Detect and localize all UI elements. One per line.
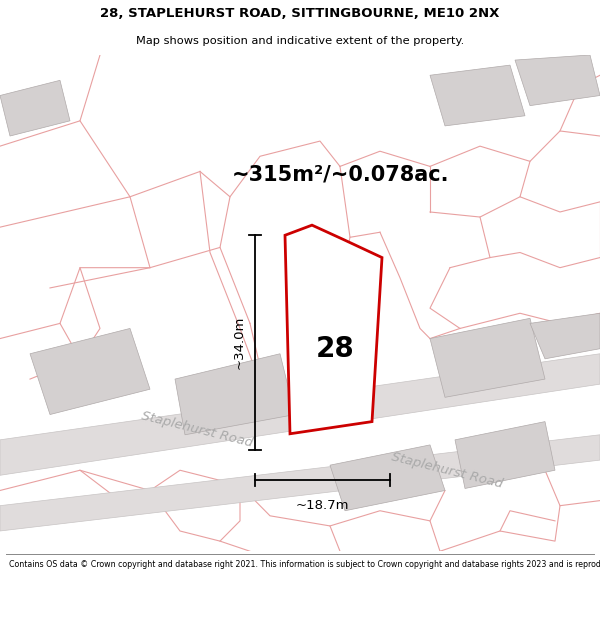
Text: Staplehurst Road: Staplehurst Road [390,450,504,491]
Polygon shape [330,445,445,511]
Polygon shape [30,329,150,414]
Polygon shape [530,313,600,359]
Polygon shape [0,354,600,475]
Polygon shape [515,55,600,106]
Text: 28, STAPLEHURST ROAD, SITTINGBOURNE, ME10 2NX: 28, STAPLEHURST ROAD, SITTINGBOURNE, ME1… [100,8,500,20]
Polygon shape [0,435,600,531]
Polygon shape [175,354,295,435]
Polygon shape [0,81,70,136]
Text: ~34.0m: ~34.0m [233,316,245,369]
Text: Map shows position and indicative extent of the property.: Map shows position and indicative extent… [136,36,464,46]
Text: Contains OS data © Crown copyright and database right 2021. This information is : Contains OS data © Crown copyright and d… [9,560,600,569]
Text: ~315m²/~0.078ac.: ~315m²/~0.078ac. [231,164,449,184]
Polygon shape [455,422,555,489]
Polygon shape [430,65,525,126]
Polygon shape [285,225,382,434]
Text: Staplehurst Road: Staplehurst Road [140,409,254,450]
Polygon shape [430,318,545,398]
Text: 28: 28 [316,335,355,362]
Text: ~18.7m: ~18.7m [296,499,349,512]
